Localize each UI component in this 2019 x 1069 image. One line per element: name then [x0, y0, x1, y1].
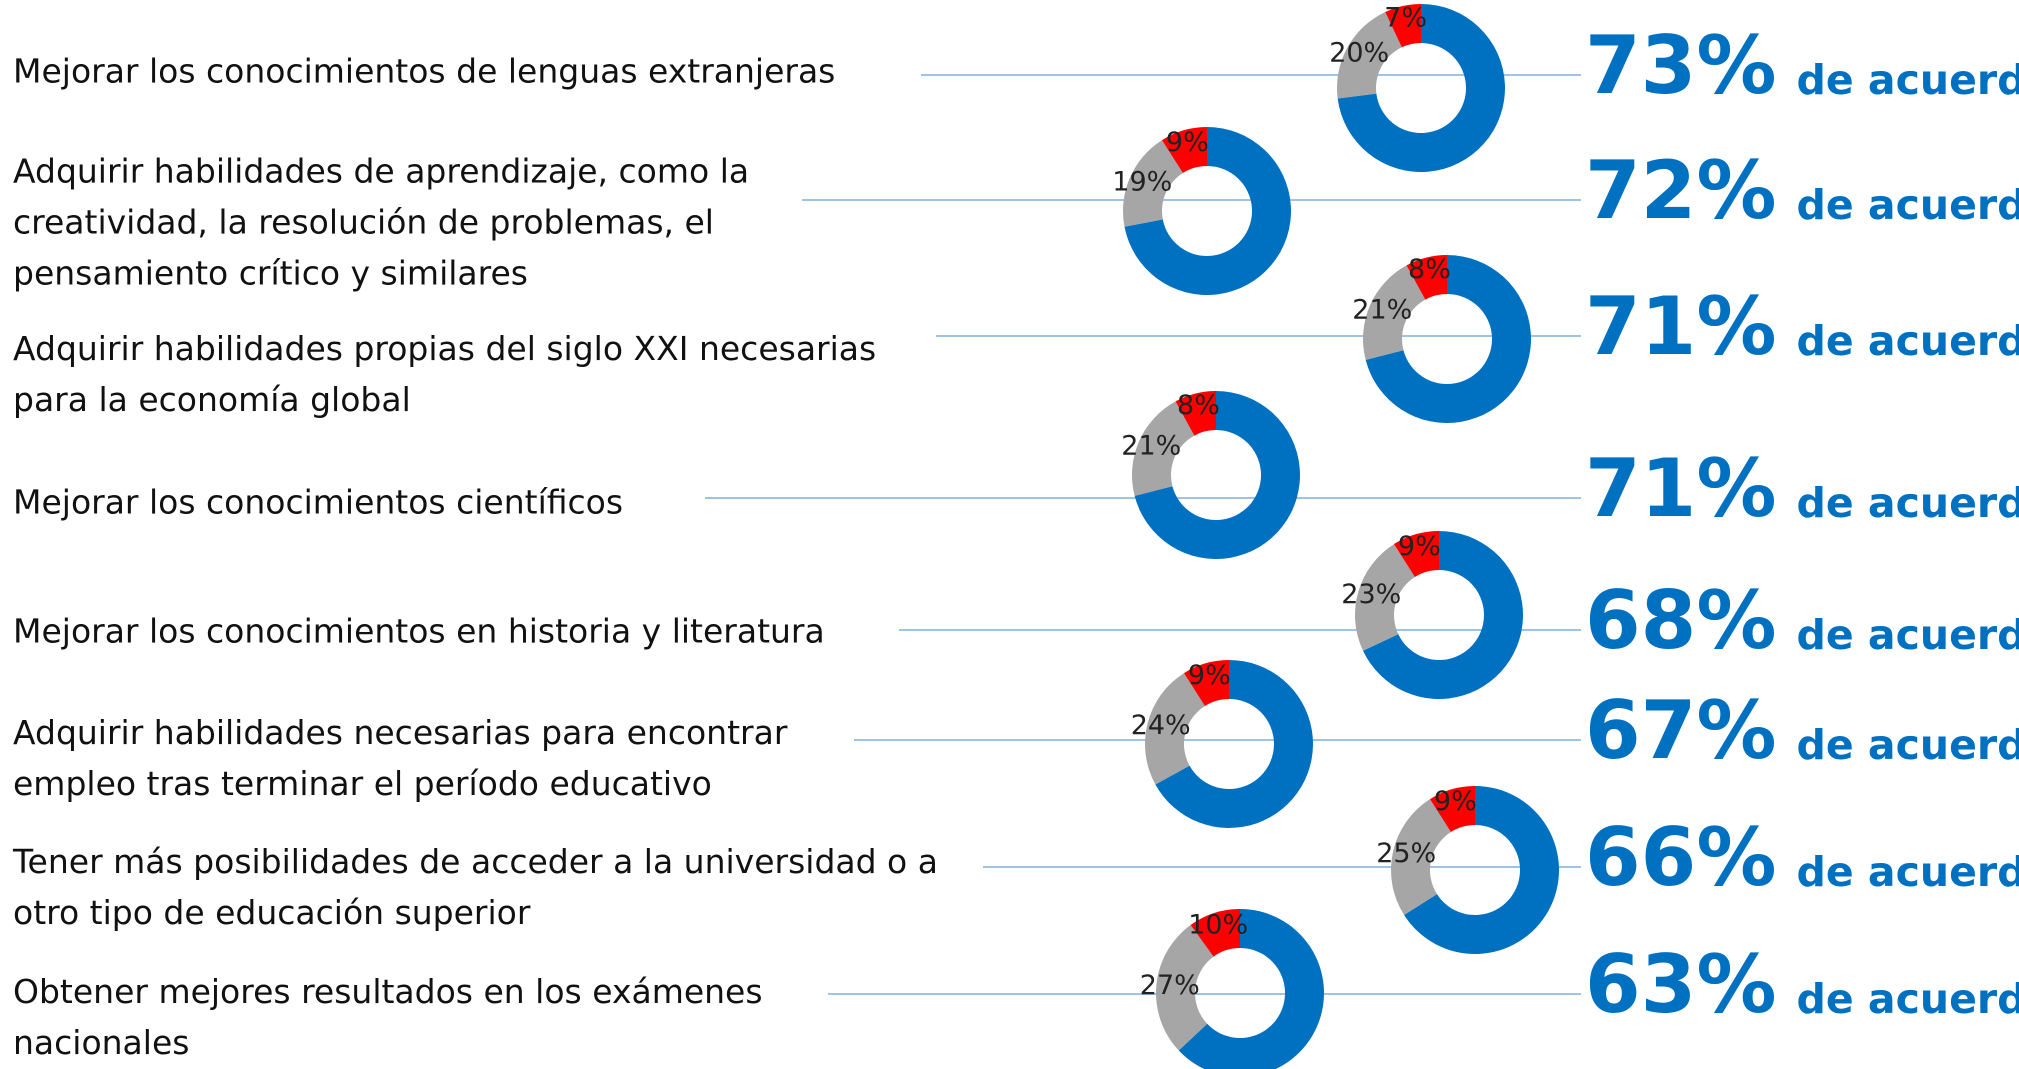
agree-label: de acuerdo [1796, 975, 2019, 1023]
agree-value: 63% [1585, 938, 1776, 1031]
donut-slice [1363, 265, 1426, 360]
slice-label: 24% [1131, 710, 1191, 741]
agree-value: 73% [1585, 19, 1776, 112]
row-label: Adquirir habilidades propias del siglo X… [13, 329, 877, 419]
agree-label: de acuerdo [1796, 848, 2019, 896]
slice-label: 21% [1121, 431, 1181, 462]
donut-slice [1385, 4, 1421, 48]
donut-slice [1393, 531, 1439, 578]
slice-label: 9% [1188, 660, 1231, 691]
slice-label: 27% [1140, 970, 1200, 1001]
agree-value: 67% [1585, 684, 1776, 777]
donut-slice [1155, 660, 1314, 828]
donut-slice [1365, 255, 1532, 424]
row-label: Obtener mejores resultados en los exámen… [13, 972, 763, 1062]
slice-label: 7% [1384, 3, 1427, 34]
slice-label: 9% [1166, 127, 1209, 158]
donut-slice [1190, 909, 1240, 957]
donut-slice [1362, 531, 1523, 699]
donut-slice [1183, 660, 1229, 707]
agree-label: de acuerdo [1796, 611, 2019, 659]
donut-slice [1134, 391, 1300, 559]
row-label: Mejorar los conocimientos en historia y … [13, 611, 825, 651]
slice-label: 20% [1329, 38, 1389, 69]
donut-slice [1355, 544, 1415, 651]
donut-slice [1175, 391, 1216, 436]
agree-label: de acuerdo [1796, 721, 2019, 769]
agree-value: 71% [1585, 442, 1776, 535]
donut-slice [1123, 140, 1183, 227]
slice-label: 19% [1112, 167, 1172, 198]
slice-label: 9% [1398, 531, 1441, 562]
donut-slice [1178, 909, 1324, 1069]
row-label: Mejorar los conocimientos de lenguas ext… [13, 51, 836, 91]
slice-label: 21% [1352, 295, 1412, 326]
slice-label: 8% [1177, 390, 1220, 421]
slice-label: 9% [1434, 786, 1477, 817]
agree-label: de acuerdo [1796, 181, 2019, 229]
row-label: Mejorar los conocimientos científicos [13, 482, 624, 522]
donut-slice [1391, 799, 1451, 916]
donut-slice [1337, 11, 1402, 99]
agree-label: de acuerdo [1796, 56, 2019, 104]
row-label: Adquirir habilidades necesarias para enc… [13, 713, 788, 803]
donut-slice [1161, 127, 1207, 174]
donut-slice [1132, 401, 1195, 496]
agree-value: 68% [1585, 574, 1776, 667]
slice-label: 23% [1341, 579, 1401, 610]
donut-slice [1404, 786, 1560, 955]
donut-slice [1337, 4, 1505, 172]
agree-value: 71% [1585, 280, 1776, 373]
slice-label: 10% [1188, 909, 1248, 940]
row-label: Adquirir habilidades de aprendizaje, com… [13, 151, 750, 293]
slice-label: 25% [1376, 838, 1436, 869]
agree-value: 72% [1585, 144, 1776, 237]
donut-slice [1124, 127, 1291, 295]
agree-label: de acuerdo [1796, 317, 2019, 365]
donut-slice [1429, 786, 1475, 833]
donut-slice [1156, 925, 1214, 1051]
donut-slice [1406, 255, 1447, 300]
row-label: Tener más posibilidades de acceder a la … [13, 842, 938, 932]
donut-slice [1145, 673, 1205, 785]
slice-label: 8% [1408, 254, 1451, 285]
agree-value: 66% [1585, 811, 1776, 904]
agree-label: de acuerdo [1796, 479, 2019, 527]
